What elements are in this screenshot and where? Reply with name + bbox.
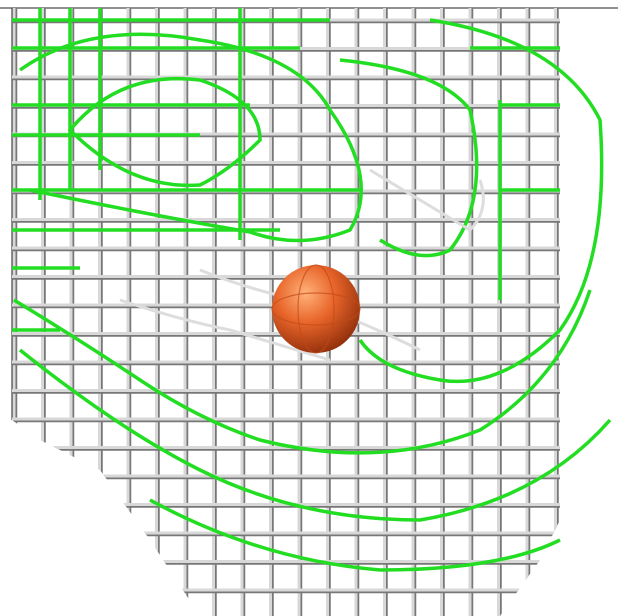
atom-sphere: [272, 265, 360, 353]
contour: [358, 18, 604, 384]
contour: [119, 298, 331, 362]
contour: [13, 289, 592, 455]
sphere-lines: [271, 264, 361, 354]
contour: [18, 348, 612, 522]
green-contours: [13, 18, 612, 572]
contour: [18, 32, 363, 243]
sphere-line: [271, 292, 361, 326]
contour: [149, 498, 561, 572]
contour: [67, 76, 262, 188]
contour: [339, 58, 479, 258]
contour: [369, 168, 485, 232]
sphere-line: [297, 264, 335, 354]
